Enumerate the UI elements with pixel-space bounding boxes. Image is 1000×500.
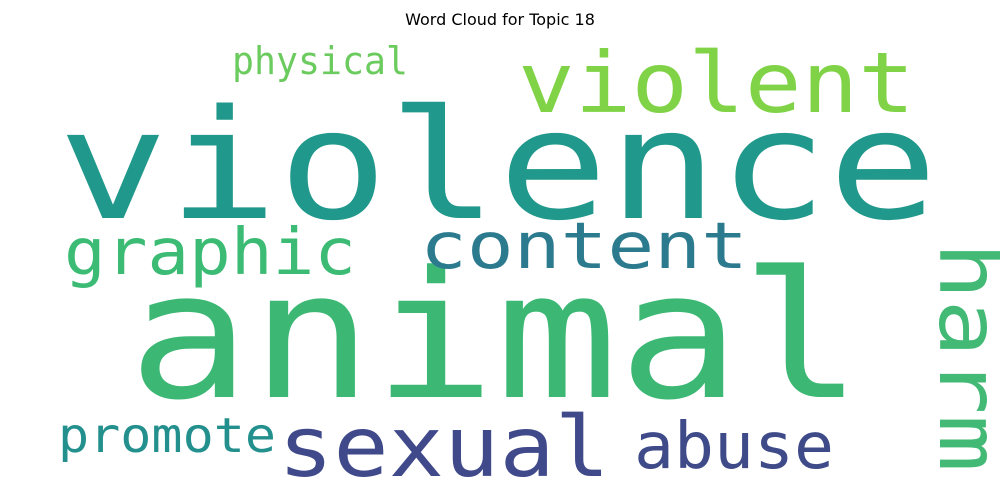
word-content: content xyxy=(420,210,748,284)
word-animal: animal xyxy=(128,234,863,439)
word-physical: physical xyxy=(232,39,408,83)
chart-title: Word Cloud for Topic 18 xyxy=(405,10,595,29)
word-graphic: graphic xyxy=(64,216,356,290)
word-abuse: abuse xyxy=(634,410,834,484)
word-violence: violence xyxy=(58,77,938,254)
word-sexual: sexual xyxy=(278,398,610,496)
word-violent: violent xyxy=(518,34,915,132)
word-harm: harm xyxy=(920,242,1000,472)
word-promote: promote xyxy=(58,408,276,464)
